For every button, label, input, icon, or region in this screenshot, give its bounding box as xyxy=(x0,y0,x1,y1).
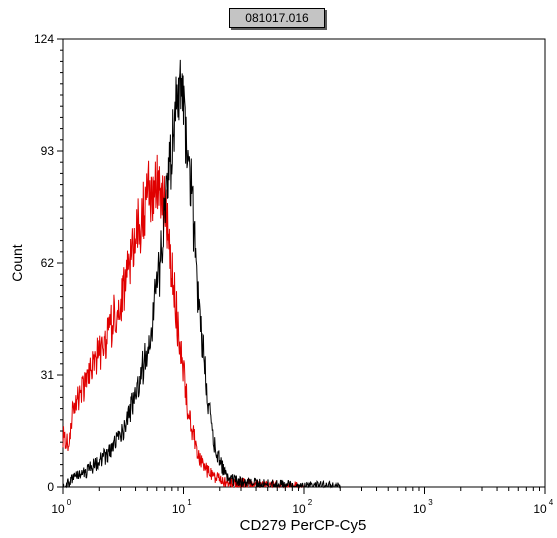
y-tick-label: 93 xyxy=(41,144,55,158)
x-tick-exponent: 4 xyxy=(549,498,554,507)
chart-title: 081017.016 xyxy=(229,8,325,28)
y-tick-label: 31 xyxy=(41,368,55,382)
y-tick-label: 124 xyxy=(34,32,54,46)
x-tick-exponent: 3 xyxy=(428,498,433,507)
plot-area xyxy=(62,38,546,488)
x-axis-label: CD279 PerCP-Cy5 xyxy=(240,517,367,534)
x-tick-exponent: 0 xyxy=(67,498,72,507)
series-line-1 xyxy=(62,154,305,489)
x-tick-exponent: 2 xyxy=(308,498,313,507)
y-axis-label: Count xyxy=(9,244,25,281)
x-tick-label: 10 xyxy=(413,502,427,516)
x-tick-exponent: 1 xyxy=(187,498,192,507)
series-line-2 xyxy=(62,59,341,489)
y-tick-label: 0 xyxy=(47,480,54,494)
y-tick-label: 62 xyxy=(41,256,55,270)
x-tick-label: 10 xyxy=(533,502,547,516)
x-tick-label: 10 xyxy=(172,502,186,516)
x-tick-label: 10 xyxy=(51,502,65,516)
x-tick-label: 10 xyxy=(292,502,306,516)
